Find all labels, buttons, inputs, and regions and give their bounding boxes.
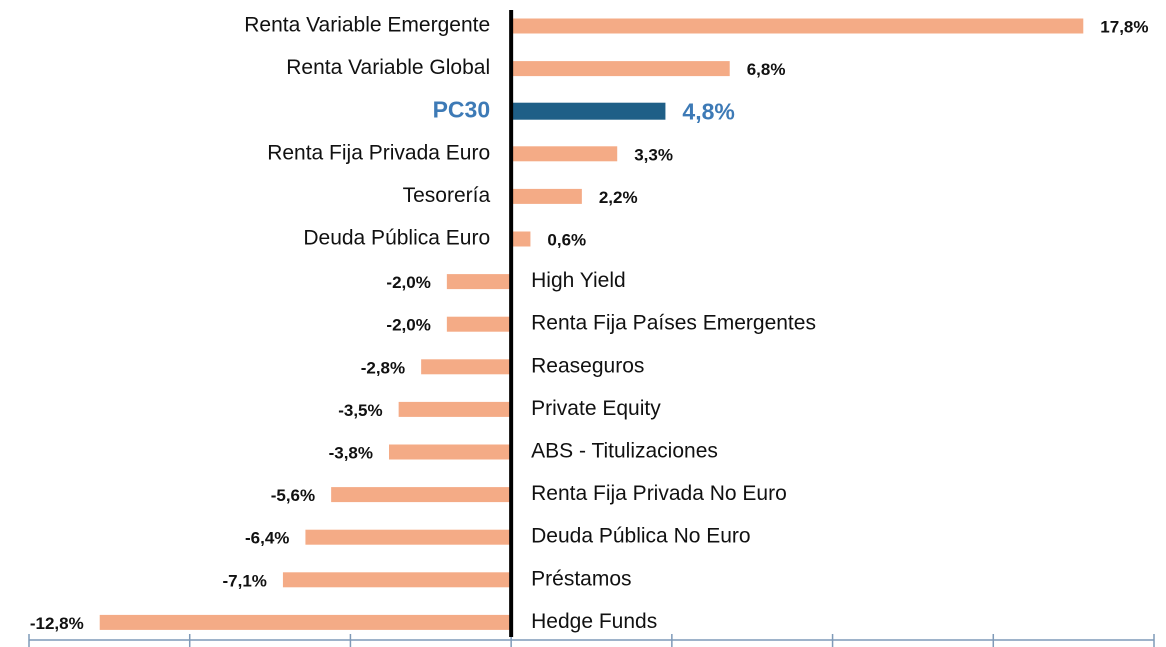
- value-label: -7,1%: [223, 571, 267, 590]
- value-label: 0,6%: [547, 230, 586, 249]
- bar: [511, 102, 666, 120]
- value-label: 17,8%: [1100, 17, 1148, 36]
- category-label: Préstamos: [531, 567, 631, 590]
- bar: [305, 529, 512, 545]
- category-label: Private Equity: [531, 397, 661, 420]
- bar: [389, 444, 512, 460]
- category-label: ABS - Titulizaciones: [531, 440, 718, 463]
- category-label: Renta Fija Privada No Euro: [531, 482, 787, 505]
- bar: [331, 487, 512, 503]
- category-label: Renta Fija Países Emergentes: [531, 312, 816, 335]
- bar: [511, 231, 531, 247]
- bar: [446, 316, 512, 332]
- value-label: 4,8%: [682, 98, 734, 124]
- bar: [421, 359, 512, 375]
- value-label: -12,8%: [30, 614, 84, 633]
- bar: [99, 614, 512, 630]
- category-label: Deuda Pública Euro: [303, 227, 490, 250]
- category-label: Renta Variable Emergente: [244, 14, 490, 37]
- category-label: Deuda Pública No Euro: [531, 525, 750, 548]
- value-label: -5,6%: [271, 486, 315, 505]
- value-label: -2,8%: [361, 358, 405, 377]
- value-label: 2,2%: [599, 188, 638, 207]
- category-label: Tesorería: [403, 184, 491, 207]
- category-label: Reaseguros: [531, 354, 644, 377]
- category-label: PC30: [433, 96, 491, 122]
- value-label: -3,8%: [329, 443, 373, 462]
- bar: [446, 274, 512, 290]
- bar: [398, 401, 512, 417]
- value-label: 6,8%: [747, 60, 786, 79]
- bar: [511, 188, 582, 204]
- bar: [511, 18, 1084, 34]
- category-label: Hedge Funds: [531, 610, 657, 633]
- bar: [511, 61, 730, 77]
- value-label: -6,4%: [245, 529, 289, 548]
- value-label: -3,5%: [338, 401, 382, 420]
- bar: [282, 572, 512, 588]
- category-label: Renta Fija Privada Euro: [267, 141, 490, 164]
- bar: [511, 146, 618, 162]
- value-label: -2,0%: [386, 273, 430, 292]
- value-label: -2,0%: [386, 316, 430, 335]
- category-label: Renta Variable Global: [286, 56, 490, 79]
- value-label: 3,3%: [634, 145, 673, 164]
- category-label: High Yield: [531, 269, 626, 292]
